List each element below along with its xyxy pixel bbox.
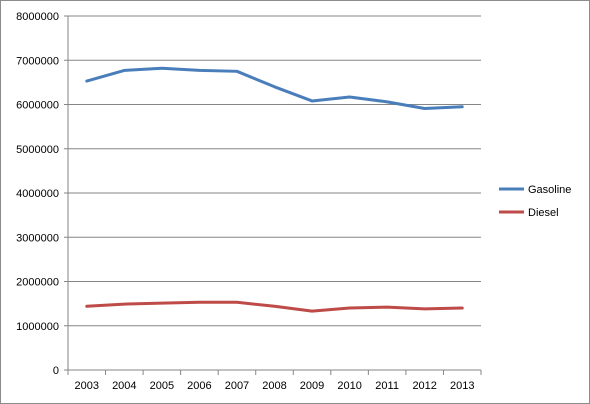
y-tick-label: 3000000 [16, 232, 59, 244]
gridlines [68, 15, 481, 327]
y-tick-label: 0 [53, 365, 59, 377]
legend: Gasoline Diesel [499, 184, 571, 219]
legend-label: Diesel [528, 207, 559, 219]
x-tick-label: 2008 [262, 380, 286, 392]
y-axis-tick-labels: 0 1000000 2000000 3000000 4000000 5000000 6000… [16, 11, 59, 377]
y-tick-label: 2000000 [16, 277, 59, 289]
x-tick-label: 2013 [450, 380, 474, 392]
x-tick-label: 2004 [112, 380, 136, 392]
axes [64, 15, 482, 375]
legend-label: Gasoline [528, 184, 571, 196]
x-tick-label: 2011 [375, 380, 399, 392]
x-tick-label: 2009 [300, 380, 324, 392]
x-tick-label: 2007 [225, 380, 249, 392]
y-tick-label: 7000000 [16, 55, 59, 67]
series-line-gasoline [85, 66, 464, 110]
y-tick-label: 1000000 [16, 321, 59, 333]
y-tick-label: 4000000 [16, 188, 59, 200]
series-line-diesel [85, 300, 464, 313]
x-tick-label: 2010 [337, 380, 361, 392]
series-lines [85, 66, 464, 313]
x-tick-label: 2003 [75, 380, 99, 392]
y-tick-label: 8000000 [16, 11, 59, 23]
x-tick-label: 2012 [412, 380, 436, 392]
x-tick-label: 2006 [187, 380, 211, 392]
y-tick-label: 5000000 [16, 144, 59, 156]
y-tick-label: 6000000 [16, 100, 59, 112]
x-tick-label: 2005 [150, 380, 174, 392]
x-axis-tick-labels: 2003 2004 2005 2006 2007 2008 2009 2010 2011 2012… [75, 380, 475, 392]
